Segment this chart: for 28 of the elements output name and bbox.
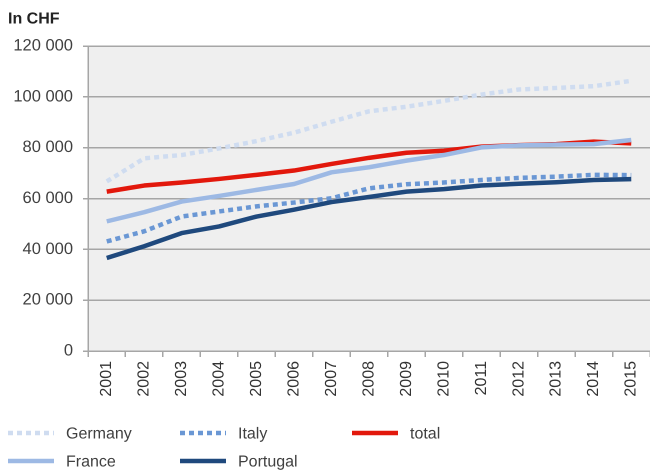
y-tick-label: 20 000 (22, 290, 73, 309)
y-tick-label: 80 000 (22, 138, 73, 156)
y-tick-label: 120 000 (13, 36, 73, 55)
y-tick-label: 100 000 (13, 87, 73, 106)
y-tick-label: 0 (64, 342, 73, 360)
y-axis-title: In CHF (8, 10, 60, 28)
legend-label: Portugal (238, 453, 298, 470)
legend-label: total (410, 425, 440, 442)
y-tick-label: 40 000 (22, 240, 73, 258)
x-tick-label: 2015 (622, 360, 640, 397)
x-tick-label: 2014 (585, 360, 602, 397)
x-tick-label: 2002 (136, 360, 153, 397)
x-tick-label: 2010 (435, 360, 452, 397)
x-tick-label: 2006 (285, 360, 302, 397)
x-tick-label: 2003 (173, 360, 190, 397)
x-tick-label: 2012 (510, 360, 528, 397)
x-tick-label: 2013 (548, 360, 565, 397)
legend-label: France (66, 453, 116, 470)
x-tick-label: 2011 (472, 360, 490, 396)
x-tick-label: 2004 (210, 360, 228, 397)
x-tick-label: 2007 (322, 360, 340, 397)
legend-label: Germany (66, 425, 132, 442)
legend-label: Italy (238, 425, 268, 442)
x-tick-label: 2001 (98, 360, 116, 397)
x-tick-label: 2008 (360, 360, 378, 397)
x-tick-label: 2005 (248, 360, 266, 397)
y-tick-label: 60 000 (22, 189, 73, 208)
x-tick-label: 2009 (398, 360, 415, 397)
